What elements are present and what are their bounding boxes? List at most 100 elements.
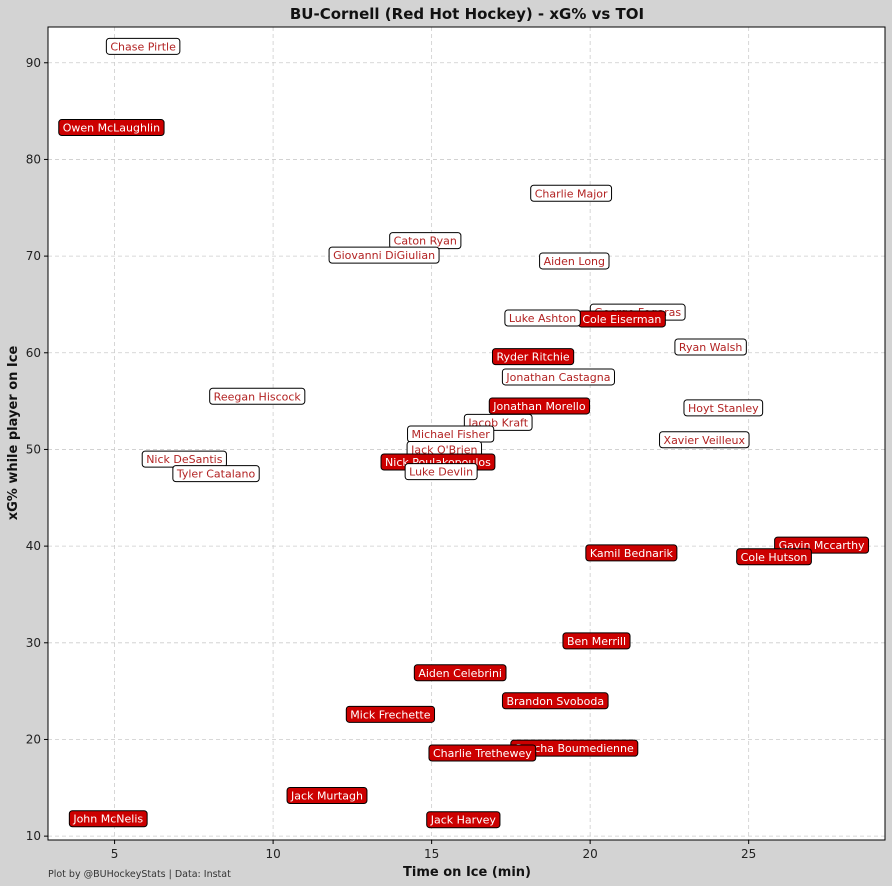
player-name: Aiden Celebrini <box>418 667 502 680</box>
y-axis-label: xG% while player on Ice <box>6 346 21 521</box>
player-label-bu: Cole Hutson <box>736 548 812 566</box>
player-name: Caton Ryan <box>394 235 457 248</box>
x-tick-label: 5 <box>111 847 119 861</box>
player-name: John McNelis <box>72 813 143 826</box>
player-label-cornell: Hoyt Stanley <box>683 399 764 417</box>
player-name: Owen McLaughlin <box>63 122 160 135</box>
player-name: Luke Devlin <box>409 466 473 479</box>
player-label-cornell: Aiden Long <box>539 252 610 270</box>
player-name: Xavier Veilleux <box>664 434 746 447</box>
player-label-box <box>683 399 764 417</box>
player-name: Nick DeSantis <box>146 453 223 466</box>
player-label-box <box>530 184 613 202</box>
player-label-cornell: Giovanni DiGiulian <box>328 246 440 264</box>
x-tick-label: 10 <box>265 847 280 861</box>
player-label-cornell: Xavier Veilleux <box>659 431 750 449</box>
player-label-cornell: Luke Ashton <box>504 309 581 327</box>
player-name: Charlie Major <box>535 187 608 200</box>
x-axis-label: Time on Ice (min) <box>403 865 531 880</box>
player-label-cornell: Charlie Major <box>530 184 613 202</box>
player-name: Cole Hutson <box>741 551 808 564</box>
x-tick-label: 15 <box>424 847 439 861</box>
player-name: Ben Merrill <box>567 635 626 648</box>
player-name: Chase Pirtle <box>110 40 176 53</box>
y-tick-label: 20 <box>26 732 41 746</box>
player-name: Aiden Long <box>544 255 605 268</box>
x-axis-ticks: 5 10 15 20 25 <box>111 840 756 861</box>
player-label-bu: Brandon Svoboda <box>501 692 609 710</box>
y-tick-label: 40 <box>26 539 41 553</box>
player-label-box <box>286 787 368 805</box>
player-name: Hoyt Stanley <box>688 402 759 415</box>
player-label-bu: Charlie Trethewey <box>428 744 537 762</box>
player-label-box <box>105 37 181 55</box>
player-label-box <box>328 246 440 264</box>
player-label-box <box>58 119 165 137</box>
player-name: Sascha Boumedienne <box>515 742 634 755</box>
player-label-box <box>659 431 750 449</box>
player-label-cornell: Jonathan Castagna <box>501 368 615 386</box>
y-tick-label: 90 <box>26 56 41 70</box>
player-label-cornell: Michael Fisher <box>407 425 495 443</box>
player-label-box <box>736 548 812 566</box>
player-label-bu: Aiden Celebrini <box>413 664 507 682</box>
player-label-box <box>426 811 501 829</box>
footer-credit: Plot by @BUHockeyStats | Data: Instat <box>48 869 231 880</box>
player-label-cornell: Ryan Walsh <box>674 338 747 356</box>
player-name: Luke Ashton <box>509 312 576 325</box>
player-label-bu: Owen McLaughlin <box>58 119 165 137</box>
player-label-box <box>209 387 306 405</box>
player-name: Cole Eiserman <box>582 313 661 326</box>
player-label-bu: Ben Merrill <box>562 632 631 650</box>
y-tick-label: 50 <box>26 442 41 456</box>
player-name: Jack Murtagh <box>290 790 363 803</box>
player-label-box <box>428 744 537 762</box>
player-label-box <box>404 463 478 481</box>
player-name: Ryder Ritchie <box>496 351 569 364</box>
y-tick-label: 70 <box>26 249 41 263</box>
player-name: Ryan Walsh <box>679 341 742 354</box>
player-name: Giovanni DiGiulian <box>333 249 435 262</box>
chart-title: BU-Cornell (Red Hot Hockey) - xG% vs TOI <box>290 5 644 23</box>
player-name: Jack O'Brien <box>410 443 477 456</box>
player-label-box <box>674 338 747 356</box>
player-label-box <box>501 368 615 386</box>
player-label-bu: Mick Frechette <box>345 705 436 723</box>
y-tick-label: 60 <box>26 346 41 360</box>
player-label-box <box>488 397 591 415</box>
player-label-bu: John McNelis <box>68 810 148 828</box>
player-label-box <box>172 465 260 483</box>
y-tick-label: 10 <box>26 829 41 843</box>
player-name: Jonathan Castagna <box>505 371 610 384</box>
player-label-box <box>504 309 581 327</box>
player-name: Jonathan Morello <box>492 400 586 413</box>
player-name: Jack Harvey <box>430 814 497 827</box>
player-label-cornell: Nick DeSantis <box>141 450 227 468</box>
player-label-bu: Jack Murtagh <box>286 787 368 805</box>
player-label-bu: Jack Harvey <box>426 811 501 829</box>
player-label-box <box>539 252 610 270</box>
player-name: Michael Fisher <box>412 428 491 441</box>
plot-frame <box>47 26 886 841</box>
player-label-box <box>585 544 678 562</box>
player-name: Mick Frechette <box>350 708 430 721</box>
player-name: Kamil Bednarik <box>590 547 674 560</box>
player-name: Tyler Catalano <box>176 468 256 481</box>
player-label-bu: Jonathan Morello <box>488 397 591 415</box>
player-label-cornell: Caton Ryan <box>389 232 462 250</box>
player-label-bu: Sascha Boumedienne <box>510 739 639 757</box>
player-label-box <box>68 810 148 828</box>
player-label-bu: Ryder Ritchie <box>491 348 575 366</box>
x-tick-label: 25 <box>741 847 756 861</box>
player-label-box <box>413 664 507 682</box>
player-label-cornell: Tyler Catalano <box>172 465 260 483</box>
player-label-box <box>562 632 631 650</box>
player-label-cornell: Reegan Hiscock <box>209 387 306 405</box>
y-tick-label: 30 <box>26 636 41 650</box>
player-label-box <box>491 348 575 366</box>
player-label-bu: Cole Eiserman <box>577 310 666 328</box>
player-label-box <box>501 692 609 710</box>
player-label-cornell: Chase Pirtle <box>105 37 181 55</box>
x-tick-label: 20 <box>583 847 598 861</box>
